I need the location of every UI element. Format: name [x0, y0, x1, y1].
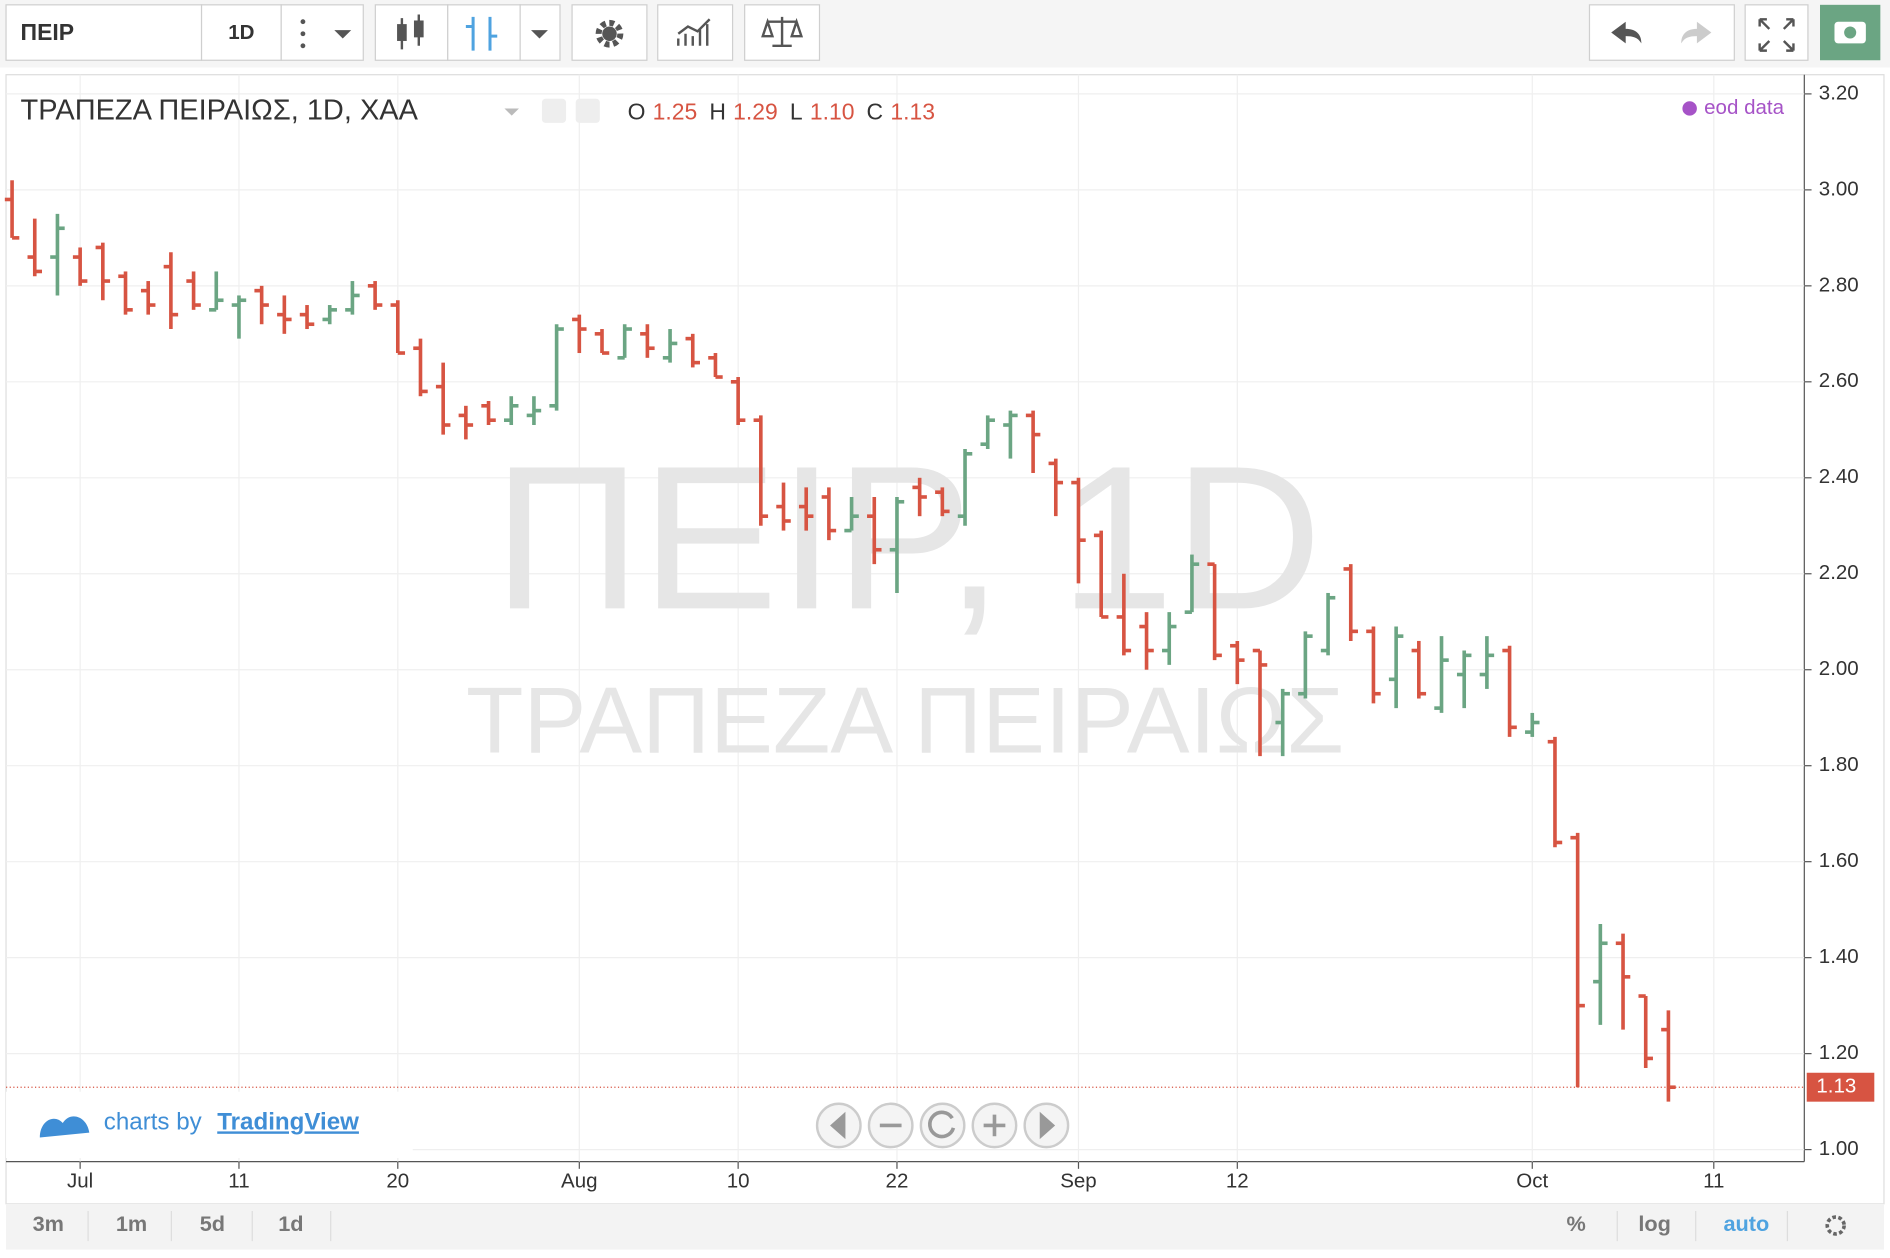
scale-button[interactable]: %	[1567, 1211, 1586, 1236]
y-tick-label: 1.20	[1819, 1041, 1859, 1064]
bottom-controls: 3m 1m 5d 1d% log auto	[33, 1211, 1789, 1242]
branding-name[interactable]: TradingView	[217, 1108, 359, 1135]
watermark-subtitle: ΤΡΑΠΕΖΑ ΠΕΙΡΑΙΩΣ	[466, 668, 1344, 773]
legend-key: H	[709, 98, 726, 124]
bars-button[interactable]	[447, 4, 521, 61]
scale-button[interactable]: log	[1638, 1211, 1671, 1236]
x-tick-label: Jul	[67, 1170, 93, 1193]
y-tick-label: 1.80	[1819, 753, 1859, 776]
icon	[602, 26, 617, 41]
range-button[interactable]: 3m	[33, 1211, 64, 1236]
icon	[465, 16, 498, 51]
dot	[300, 43, 306, 49]
undo-redo[interactable]	[1588, 4, 1735, 61]
caret	[334, 30, 352, 39]
legend-value: 1.29	[733, 98, 778, 124]
y-tick-label: 2.80	[1819, 273, 1859, 296]
icon	[1844, 26, 1857, 39]
legend-value: 1.13	[890, 98, 935, 124]
navigation	[815, 1102, 1070, 1149]
branding-prefix: charts by	[104, 1108, 202, 1135]
candles-button[interactable]	[374, 4, 449, 61]
x-tick-label: 20	[386, 1170, 409, 1193]
x-tick-label: 22	[886, 1170, 909, 1193]
icon	[677, 18, 711, 46]
reset[interactable]	[919, 1102, 966, 1149]
legend-key: O	[628, 98, 646, 124]
visibility-icon[interactable]	[541, 98, 567, 123]
tv-logo	[39, 1116, 90, 1138]
dot	[300, 31, 306, 37]
bottom-bar	[6, 1203, 1884, 1250]
y-tick-label: 1.40	[1819, 945, 1859, 968]
range-button[interactable]: 5d	[200, 1211, 225, 1236]
caret	[531, 30, 548, 39]
redo	[1681, 21, 1712, 44]
y-tick-label: 2.60	[1819, 369, 1859, 392]
scale-button[interactable]: auto	[1723, 1211, 1769, 1236]
x-tick-label: 10	[727, 1170, 750, 1193]
range-button[interactable]: 1m	[116, 1211, 147, 1236]
caret	[504, 108, 519, 116]
y-tick-label: 2.00	[1819, 657, 1859, 680]
x-tick-label: 12	[1226, 1170, 1249, 1193]
dot	[300, 19, 306, 25]
settings-icon[interactable]	[1825, 1215, 1846, 1236]
last-price-label: 1.13	[1816, 1075, 1856, 1098]
y-tick-label: 1.00	[1819, 1137, 1859, 1160]
icon	[1758, 18, 1795, 52]
x-tick-label: Sep	[1060, 1170, 1097, 1193]
symbol-box[interactable]	[5, 4, 203, 61]
icon	[595, 19, 624, 48]
x-tick-label: Aug	[561, 1170, 598, 1193]
ohlc-legend: O 1.25 H 1.29 L 1.10 C 1.13	[628, 98, 935, 124]
nav-icons	[830, 1111, 1056, 1140]
y-tick-label: 2.20	[1819, 561, 1859, 584]
legend-value: 1.25	[653, 98, 698, 124]
x-tick-label: 11	[228, 1170, 249, 1193]
legend-key: L	[790, 98, 803, 124]
icon	[413, 20, 424, 38]
legend-value: 1.10	[810, 98, 855, 124]
source-label: eod data	[1704, 96, 1784, 119]
undo	[1611, 21, 1642, 44]
interval-menu[interactable]	[280, 4, 364, 61]
x-tick-label: 11	[1703, 1170, 1724, 1193]
fullscreen-button[interactable]	[1744, 4, 1809, 61]
y-tick-label: 3.00	[1819, 177, 1859, 200]
bars	[4, 180, 1805, 1102]
symbol: ΠΕΙΡ	[21, 19, 75, 45]
y-tick-label: 3.20	[1819, 81, 1859, 104]
chart-title: ΤΡΑΠΕΖΑ ΠΕΙΡΑΙΩΣ, 1D, ΧΑΑ	[21, 95, 419, 127]
legend-key: C	[867, 98, 884, 124]
interval-box[interactable]	[200, 4, 282, 61]
nav-icons	[928, 1110, 956, 1139]
range-button[interactable]: 1d	[278, 1211, 303, 1236]
y-tick-label: 2.40	[1819, 465, 1859, 488]
icon	[397, 24, 407, 41]
interval: 1D	[228, 21, 254, 44]
source-dot	[1682, 101, 1697, 116]
icon	[761, 16, 804, 47]
last-price-box	[1806, 1072, 1875, 1102]
y-tick-label: 1.60	[1819, 849, 1859, 872]
settings-icon[interactable]	[575, 98, 600, 123]
watermark: ΠΕΙΡ, 1D	[493, 424, 1322, 653]
indicators-button[interactable]	[657, 4, 734, 61]
x-tick-label: Oct	[1516, 1170, 1548, 1193]
